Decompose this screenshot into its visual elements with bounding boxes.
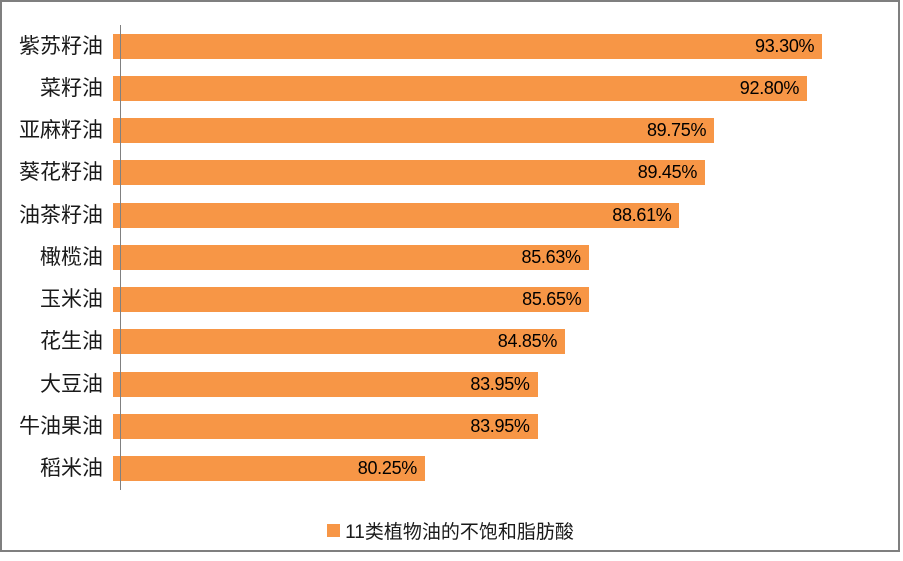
bar: 93.30%	[113, 33, 823, 59]
bar-track: 80.25%	[113, 456, 874, 482]
bar-rows: 紫苏籽油 93.30% 菜籽油 92.80% 亚麻籽油 89.75% 葵花籽油 …	[2, 25, 898, 490]
category-label: 亚麻籽油	[19, 119, 103, 143]
bar-row: 大豆油 83.95%	[2, 363, 898, 405]
category-label: 稻米油	[40, 457, 103, 481]
bar: 84.85%	[113, 329, 566, 355]
bar-row: 玉米油 85.65%	[2, 279, 898, 321]
value-label: 89.45%	[637, 162, 698, 183]
bar: 85.63%	[113, 244, 589, 270]
legend-marker-icon	[327, 523, 341, 537]
bar-track: 88.61%	[113, 202, 874, 228]
category-label: 橄榄油	[40, 245, 103, 269]
bar: 89.45%	[113, 160, 706, 186]
category-label: 葵花籽油	[19, 161, 103, 185]
value-label: 93.30%	[755, 35, 815, 56]
value-label: 89.75%	[646, 120, 707, 141]
bar-track: 83.95%	[113, 371, 874, 397]
bar-row: 紫苏籽油 93.30%	[2, 25, 898, 67]
bar: 80.25%	[113, 456, 425, 482]
category-label: 菜籽油	[40, 76, 103, 100]
bar-row: 葵花籽油 89.45%	[2, 152, 898, 194]
category-label: 玉米油	[40, 288, 103, 312]
value-label: 83.95%	[470, 373, 530, 394]
value-label: 80.25%	[357, 458, 418, 479]
value-label: 88.61%	[612, 204, 672, 225]
bar-row: 油茶籽油 88.61%	[2, 194, 898, 236]
bar-track: 83.95%	[113, 414, 874, 440]
value-label: 85.65%	[522, 289, 582, 310]
bar-row: 牛油果油 83.95%	[2, 405, 898, 447]
bar: 85.65%	[113, 287, 590, 313]
y-axis-line	[120, 25, 121, 490]
bar: 88.61%	[113, 202, 680, 228]
bar-track: 93.30%	[113, 33, 874, 59]
category-label: 花生油	[40, 330, 103, 354]
legend-label: 11类植物油的不饱和脂肪酸	[345, 521, 574, 543]
bar: 92.80%	[113, 75, 808, 101]
bar-track: 89.45%	[113, 160, 874, 186]
value-label: 92.80%	[739, 77, 800, 98]
bar-track: 84.85%	[113, 329, 874, 355]
bar-row: 稻米油 80.25%	[2, 448, 898, 490]
bar-row: 菜籽油 92.80%	[2, 67, 898, 109]
bar-track: 85.65%	[113, 287, 874, 313]
bar-row: 亚麻籽油 89.75%	[2, 110, 898, 152]
bar: 89.75%	[113, 118, 715, 144]
plot-area: 紫苏籽油 93.30% 菜籽油 92.80% 亚麻籽油 89.75% 葵花籽油 …	[2, 25, 898, 490]
value-label: 83.95%	[470, 416, 530, 437]
bar-track: 85.63%	[113, 244, 874, 270]
bar-track: 92.80%	[113, 75, 874, 101]
value-label: 84.85%	[497, 331, 558, 352]
value-label: 85.63%	[521, 246, 582, 267]
bar-track: 89.75%	[113, 118, 874, 144]
category-label: 大豆油	[40, 372, 103, 396]
category-label: 紫苏籽油	[19, 34, 103, 58]
category-label: 油茶籽油	[19, 203, 103, 227]
bar: 83.95%	[113, 371, 538, 397]
legend: 11类植物油的不饱和脂肪酸	[2, 515, 899, 545]
bar: 83.95%	[113, 414, 538, 440]
bar-row: 橄榄油 85.63%	[2, 236, 898, 278]
category-label: 牛油果油	[19, 415, 103, 439]
bar-row: 花生油 84.85%	[2, 321, 898, 363]
